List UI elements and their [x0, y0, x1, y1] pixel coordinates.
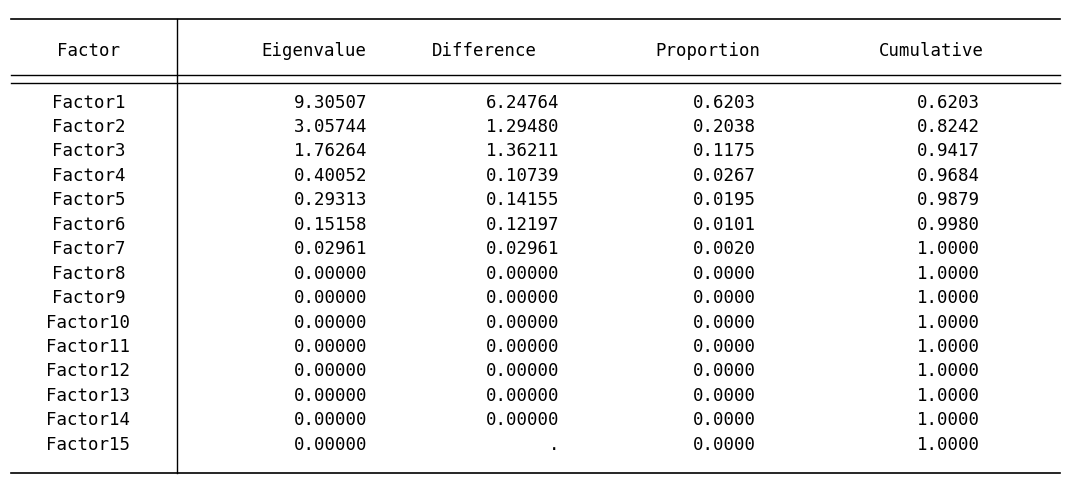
Text: 0.00000: 0.00000 — [294, 387, 367, 405]
Text: 0.0000: 0.0000 — [693, 363, 756, 380]
Text: 0.6203: 0.6203 — [917, 93, 980, 112]
Text: 0.00000: 0.00000 — [486, 387, 559, 405]
Text: 0.0000: 0.0000 — [693, 411, 756, 429]
Text: Difference: Difference — [432, 42, 537, 60]
Text: 0.00000: 0.00000 — [486, 289, 559, 307]
Text: Factor14: Factor14 — [47, 411, 130, 429]
Text: Cumulative: Cumulative — [880, 42, 984, 60]
Text: 0.00000: 0.00000 — [486, 314, 559, 332]
Text: 0.0020: 0.0020 — [693, 240, 756, 258]
Text: 0.40052: 0.40052 — [294, 167, 367, 185]
Text: 0.9684: 0.9684 — [917, 167, 980, 185]
Text: 1.0000: 1.0000 — [917, 338, 980, 356]
Text: 0.29313: 0.29313 — [294, 191, 367, 210]
Text: Factor: Factor — [56, 42, 120, 60]
Text: 0.02961: 0.02961 — [486, 240, 559, 258]
Text: 0.00000: 0.00000 — [486, 338, 559, 356]
Text: 0.0000: 0.0000 — [693, 289, 756, 307]
Text: Factor4: Factor4 — [51, 167, 126, 185]
Text: 6.24764: 6.24764 — [486, 93, 559, 112]
Text: 0.00000: 0.00000 — [294, 289, 367, 307]
Text: 0.9417: 0.9417 — [917, 142, 980, 161]
Text: 0.00000: 0.00000 — [294, 338, 367, 356]
Text: Factor3: Factor3 — [51, 142, 126, 161]
Text: 0.02961: 0.02961 — [294, 240, 367, 258]
Text: Factor15: Factor15 — [47, 436, 130, 454]
Text: 0.0101: 0.0101 — [693, 216, 756, 234]
Text: 0.14155: 0.14155 — [486, 191, 559, 210]
Text: 0.6203: 0.6203 — [693, 93, 756, 112]
Text: 9.30507: 9.30507 — [294, 93, 367, 112]
Text: 0.00000: 0.00000 — [486, 265, 559, 283]
Text: 1.0000: 1.0000 — [917, 387, 980, 405]
Text: 0.9980: 0.9980 — [917, 216, 980, 234]
Text: Factor2: Factor2 — [51, 118, 126, 136]
Text: 0.00000: 0.00000 — [486, 363, 559, 380]
Text: 0.0195: 0.0195 — [693, 191, 756, 210]
Text: Factor7: Factor7 — [51, 240, 126, 258]
Text: Factor13: Factor13 — [47, 387, 130, 405]
Text: 0.00000: 0.00000 — [294, 411, 367, 429]
Text: Factor12: Factor12 — [47, 363, 130, 380]
Text: 1.76264: 1.76264 — [294, 142, 367, 161]
Text: 3.05744: 3.05744 — [294, 118, 367, 136]
Text: 1.0000: 1.0000 — [917, 363, 980, 380]
Text: 0.00000: 0.00000 — [294, 436, 367, 454]
Text: 0.0000: 0.0000 — [693, 436, 756, 454]
Text: 0.15158: 0.15158 — [294, 216, 367, 234]
Text: 1.0000: 1.0000 — [917, 240, 980, 258]
Text: 0.10739: 0.10739 — [486, 167, 559, 185]
Text: 0.1175: 0.1175 — [693, 142, 756, 161]
Text: 1.0000: 1.0000 — [917, 289, 980, 307]
Text: Factor10: Factor10 — [47, 314, 130, 332]
Text: Factor1: Factor1 — [51, 93, 126, 112]
Text: 1.0000: 1.0000 — [917, 436, 980, 454]
Text: 0.00000: 0.00000 — [294, 265, 367, 283]
Text: Factor8: Factor8 — [51, 265, 126, 283]
Text: 1.29480: 1.29480 — [486, 118, 559, 136]
Text: Eigenvalue: Eigenvalue — [262, 42, 366, 60]
Text: 0.12197: 0.12197 — [486, 216, 559, 234]
Text: 0.2038: 0.2038 — [693, 118, 756, 136]
Text: 0.0000: 0.0000 — [693, 338, 756, 356]
Text: 0.0000: 0.0000 — [693, 314, 756, 332]
Text: 1.0000: 1.0000 — [917, 265, 980, 283]
Text: Factor9: Factor9 — [51, 289, 126, 307]
Text: 0.00000: 0.00000 — [486, 411, 559, 429]
Text: Factor11: Factor11 — [47, 338, 130, 356]
Text: 0.00000: 0.00000 — [294, 314, 367, 332]
Text: Proportion: Proportion — [656, 42, 760, 60]
Text: 0.0000: 0.0000 — [693, 265, 756, 283]
Text: 1.36211: 1.36211 — [486, 142, 559, 161]
Text: 1.0000: 1.0000 — [917, 314, 980, 332]
Text: 0.9879: 0.9879 — [917, 191, 980, 210]
Text: .: . — [548, 436, 559, 454]
Text: Factor6: Factor6 — [51, 216, 126, 234]
Text: 0.00000: 0.00000 — [294, 363, 367, 380]
Text: 0.0267: 0.0267 — [693, 167, 756, 185]
Text: 0.8242: 0.8242 — [917, 118, 980, 136]
Text: 1.0000: 1.0000 — [917, 411, 980, 429]
Text: 0.0000: 0.0000 — [693, 387, 756, 405]
Text: Factor5: Factor5 — [51, 191, 126, 210]
